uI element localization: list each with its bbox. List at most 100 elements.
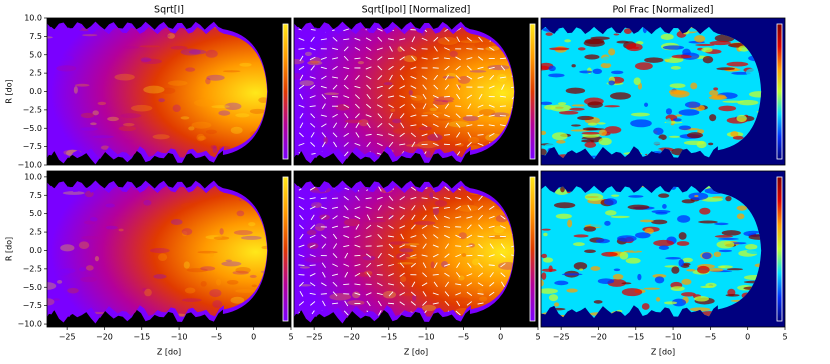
- texture-blob: [357, 60, 364, 65]
- texture-blob: [571, 124, 581, 127]
- texture-blob: [399, 248, 414, 253]
- polarization-vector: [387, 283, 395, 286]
- texture-blob: [736, 213, 745, 220]
- polarization-vector: [365, 114, 372, 118]
- polarization-vector: [444, 36, 450, 42]
- texture-blob: [701, 252, 712, 260]
- x-tick-label: −5: [704, 333, 716, 342]
- texture-blob: [598, 129, 607, 137]
- axes-frame: [293, 170, 539, 328]
- texture-blob: [694, 35, 706, 43]
- texture-blob: [184, 287, 196, 294]
- polarization-vector: [298, 301, 305, 306]
- polarization-vector: [355, 132, 360, 138]
- polarization-vector: [466, 195, 472, 201]
- texture-blob: [708, 142, 714, 146]
- texture-blob: [554, 302, 560, 307]
- texture-blob: [405, 256, 418, 259]
- polarization-vector: [444, 243, 450, 249]
- polarization-vector: [500, 225, 506, 229]
- texture-blob: [726, 268, 744, 271]
- texture-blob: [565, 87, 586, 94]
- polarization-vector: [310, 65, 315, 71]
- polarization-vector: [466, 57, 473, 60]
- polarization-vector: [455, 283, 462, 286]
- texture-blob: [549, 47, 570, 51]
- polarization-vector: [377, 310, 382, 316]
- polarization-vector: [433, 46, 438, 52]
- polarization-vector: [366, 94, 371, 100]
- texture-blob: [556, 87, 563, 93]
- polarization-vector: [422, 233, 427, 240]
- polarization-vector: [376, 264, 383, 267]
- polarization-vector: [488, 215, 495, 219]
- polarization-vector: [332, 47, 339, 51]
- texture-blob: [235, 266, 251, 274]
- texture-blob: [356, 272, 373, 277]
- texture-blob: [118, 228, 124, 232]
- polarization-vector: [388, 215, 394, 220]
- polarization-vector: [365, 292, 372, 296]
- polarization-vector: [332, 57, 339, 60]
- polarization-vector: [321, 282, 327, 287]
- polarization-vector: [488, 46, 495, 51]
- texture-blob: [590, 223, 610, 228]
- texture-blob: [709, 90, 719, 96]
- polarization-vector: [410, 47, 417, 51]
- texture-blob: [47, 77, 52, 81]
- texture-blob: [632, 247, 639, 252]
- texture-blob: [729, 225, 747, 230]
- texture-blob: [559, 110, 579, 115]
- texture-blob: [693, 222, 703, 229]
- polarization-vector: [343, 245, 350, 248]
- polarization-vector: [410, 262, 416, 268]
- polarization-vector: [422, 291, 427, 297]
- texture-blob: [633, 77, 641, 86]
- polarization-vector: [421, 133, 428, 137]
- texture-blob: [461, 253, 467, 257]
- polarization-vector: [466, 75, 473, 80]
- polarization-vector: [432, 292, 439, 296]
- texture-blob: [235, 113, 250, 118]
- polarization-vector: [399, 95, 406, 98]
- polarization-vector: [299, 233, 304, 240]
- polarization-vector: [377, 36, 383, 42]
- texture-blob: [94, 256, 99, 262]
- polarization-vector: [399, 38, 406, 41]
- polarization-vector: [377, 65, 383, 71]
- texture-blob: [74, 83, 90, 87]
- y-tick-label: 7.5: [29, 32, 42, 41]
- x-tick-label: −20: [96, 333, 113, 342]
- texture-blob: [731, 262, 737, 265]
- texture-blob: [417, 140, 438, 149]
- texture-blob: [460, 40, 481, 44]
- texture-blob: [656, 297, 661, 302]
- plume: [47, 26, 268, 160]
- texture-blob: [670, 286, 685, 292]
- texture-blob: [627, 204, 650, 210]
- texture-blob: [694, 195, 699, 198]
- texture-blob: [299, 80, 314, 87]
- texture-blob: [144, 288, 152, 297]
- polarization-vector: [298, 264, 305, 266]
- texture-blob: [584, 54, 600, 60]
- texture-blob: [457, 204, 479, 212]
- polarization-vector: [388, 273, 394, 277]
- polarization-vector: [455, 234, 462, 239]
- polarization-vector: [399, 46, 405, 52]
- x-axis-label: Z [do]: [651, 348, 675, 357]
- x-tick-label: 5: [288, 333, 293, 342]
- polarization-vector: [298, 48, 305, 50]
- polarization-vector: [299, 281, 304, 287]
- texture-blob: [236, 210, 245, 217]
- polarization-vector: [432, 244, 439, 248]
- polarization-vector: [488, 254, 495, 257]
- polarization-vector: [377, 205, 382, 211]
- texture-blob: [456, 142, 464, 147]
- texture-blob: [85, 265, 94, 271]
- polarization-vector: [343, 38, 350, 41]
- polarization-vector: [410, 76, 417, 80]
- polarization-vector: [354, 244, 361, 248]
- texture-blob: [577, 115, 594, 121]
- polarization-vector: [456, 36, 460, 43]
